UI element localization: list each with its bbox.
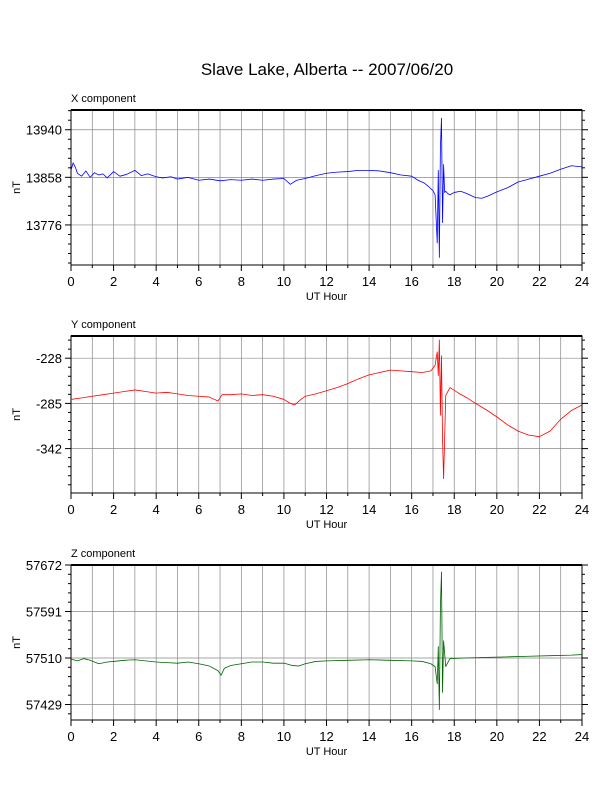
z-xtick-label: 22 <box>532 729 546 744</box>
x-xtick-label: 22 <box>532 274 546 289</box>
y-x-axis-title: UT Hour <box>306 519 348 531</box>
z-ytick-label: 57429 <box>26 698 62 713</box>
y-xtick-label: 2 <box>110 502 117 517</box>
y-xtick-label: 6 <box>195 502 202 517</box>
z-ytick-label: 57591 <box>26 605 62 620</box>
x-panel-title: X component <box>71 93 136 105</box>
x-ytick-label: 13858 <box>26 170 62 185</box>
z-xtick-label: 18 <box>447 729 461 744</box>
chart-title: Slave Lake, Alberta -- 2007/06/20 <box>201 60 453 79</box>
y-xtick-label: 14 <box>362 502 376 517</box>
x-xtick-label: 12 <box>319 274 333 289</box>
x-xtick-label: 20 <box>490 274 504 289</box>
z-ytick-label: 57510 <box>26 651 62 666</box>
y-ytick-label: -342 <box>36 442 62 457</box>
z-xtick-label: 10 <box>277 729 291 744</box>
z-xtick-label: 14 <box>362 729 376 744</box>
x-y-axis-title: nT <box>11 181 23 194</box>
y-xtick-label: 22 <box>532 502 546 517</box>
x-ytick-label: 13776 <box>26 218 62 233</box>
y-series-line <box>70 339 583 480</box>
x-xtick-label: 6 <box>195 274 202 289</box>
z-xtick-label: 24 <box>575 729 589 744</box>
x-xtick-label: 24 <box>575 274 589 289</box>
y-y-axis-title: nT <box>11 408 23 421</box>
x-xtick-label: 16 <box>404 274 418 289</box>
y-ytick-label: -228 <box>36 351 62 366</box>
y-xtick-label: 18 <box>447 502 461 517</box>
x-series-line <box>70 117 583 258</box>
x-xtick-label: 2 <box>110 274 117 289</box>
z-xtick-label: 2 <box>110 729 117 744</box>
z-ytick-label: 57672 <box>26 558 62 573</box>
x-x-axis-title: UT Hour <box>306 291 348 303</box>
z-series-line <box>70 571 583 711</box>
x-xtick-label: 4 <box>153 274 160 289</box>
z-xtick-label: 16 <box>404 729 418 744</box>
y-xtick-label: 10 <box>277 502 291 517</box>
x-xtick-label: 8 <box>238 274 245 289</box>
x-xtick-label: 10 <box>277 274 291 289</box>
y-xtick-label: 0 <box>67 502 74 517</box>
z-panel-title: Z component <box>71 548 135 560</box>
x-xtick-label: 0 <box>67 274 74 289</box>
z-xtick-label: 6 <box>195 729 202 744</box>
y-xtick-label: 8 <box>238 502 245 517</box>
z-x-axis-title: UT Hour <box>306 746 348 758</box>
y-xtick-label: 16 <box>404 502 418 517</box>
z-xtick-label: 8 <box>238 729 245 744</box>
x-ytick-label: 13940 <box>26 123 62 138</box>
x-xtick-label: 18 <box>447 274 461 289</box>
x-xtick-label: 14 <box>362 274 376 289</box>
y-panel-title: Y component <box>71 319 136 331</box>
z-xtick-label: 20 <box>490 729 504 744</box>
z-xtick-label: 0 <box>67 729 74 744</box>
z-y-axis-title: nT <box>11 636 23 649</box>
y-xtick-label: 12 <box>319 502 333 517</box>
y-xtick-label: 4 <box>153 502 160 517</box>
y-ytick-label: -285 <box>36 396 62 411</box>
z-xtick-label: 12 <box>319 729 333 744</box>
y-xtick-label: 24 <box>575 502 589 517</box>
y-xtick-label: 20 <box>490 502 504 517</box>
z-xtick-label: 4 <box>153 729 160 744</box>
